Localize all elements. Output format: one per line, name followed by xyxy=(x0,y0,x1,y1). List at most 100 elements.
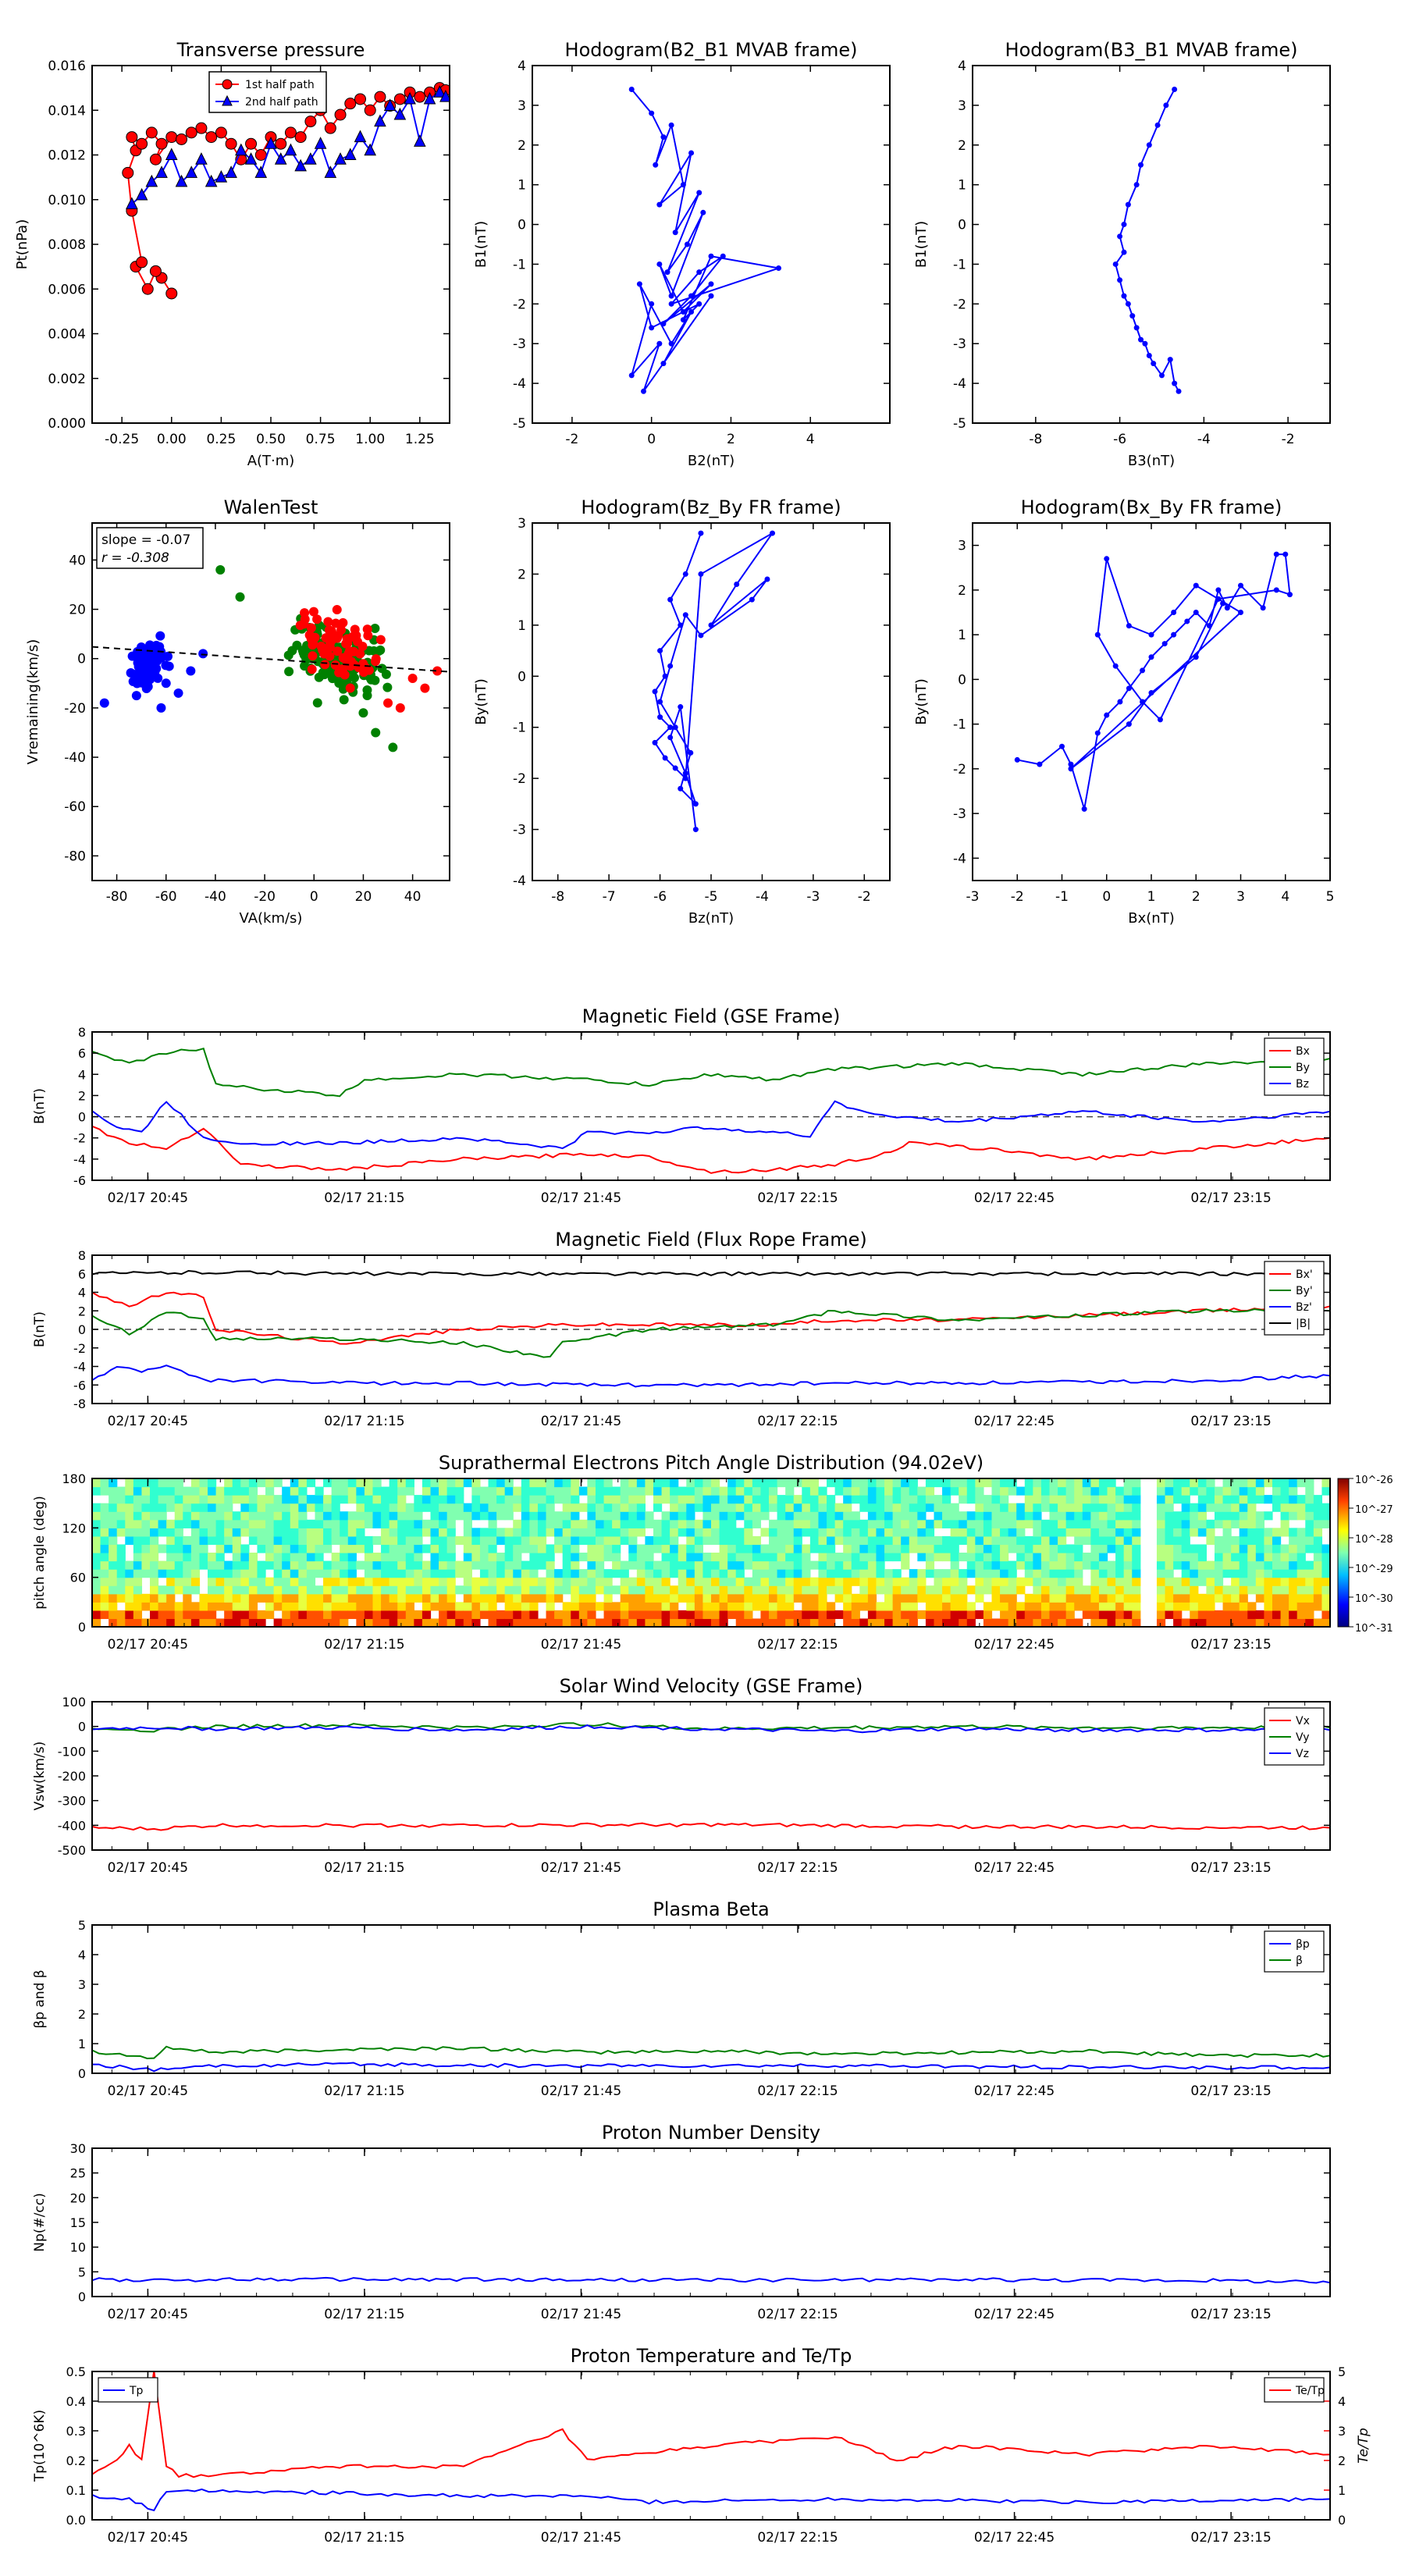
heatmap-cell xyxy=(1264,1495,1273,1504)
heatmap-cell xyxy=(108,1486,118,1496)
heatmap-cell xyxy=(331,1569,340,1578)
heatmap-cell xyxy=(744,1593,753,1603)
heatmap-cell xyxy=(190,1577,201,1586)
heatmap-cell xyxy=(224,1503,233,1512)
heatmap-cell xyxy=(859,1569,869,1578)
heatmap-cell xyxy=(190,1602,201,1611)
heatmap-cell xyxy=(636,1511,646,1521)
heatmap-cell xyxy=(141,1486,151,1496)
heatmap-cell xyxy=(859,1528,869,1537)
heatmap-cell xyxy=(479,1569,489,1578)
heatmap-cell xyxy=(1090,1569,1100,1578)
heatmap-cell xyxy=(735,1495,745,1504)
heatmap-cell xyxy=(174,1569,183,1578)
heatmap-cell xyxy=(273,1569,283,1578)
heatmap-cell xyxy=(1156,1503,1166,1512)
heatmap-cell xyxy=(125,1618,134,1628)
data-point xyxy=(141,283,154,295)
plot-frame xyxy=(972,522,1331,881)
heatmap-cell xyxy=(818,1486,827,1496)
heatmap-cell xyxy=(150,1511,159,1521)
heatmap-cell xyxy=(1190,1478,1199,1488)
heatmap-cell xyxy=(1239,1535,1248,1546)
heatmap-cell xyxy=(265,1528,275,1537)
heatmap-cell xyxy=(587,1495,596,1504)
data-point xyxy=(175,174,188,187)
data-point xyxy=(1121,293,1127,299)
heatmap-cell xyxy=(1033,1602,1042,1611)
heatmap-cell xyxy=(1049,1478,1058,1488)
heatmap-cell xyxy=(141,1511,151,1521)
data-point xyxy=(628,87,635,93)
heatmap-cell xyxy=(827,1503,836,1512)
heatmap-cell xyxy=(793,1569,802,1578)
heatmap-cell xyxy=(381,1495,390,1504)
heatmap-cell xyxy=(364,1610,374,1620)
heatmap-cell xyxy=(686,1618,695,1628)
heatmap-cell xyxy=(521,1495,530,1504)
heatmap-cell xyxy=(802,1593,811,1603)
heatmap-cell xyxy=(612,1610,621,1620)
data-point xyxy=(652,688,658,695)
heatmap-cell xyxy=(347,1535,357,1546)
heatmap-cell xyxy=(488,1585,497,1595)
heatmap-cell xyxy=(851,1618,860,1628)
heatmap-cell xyxy=(843,1503,852,1512)
y-tick-label: -1 xyxy=(513,257,526,272)
heatmap-cell xyxy=(1280,1593,1289,1603)
heatmap-cell xyxy=(653,1519,663,1528)
data-point xyxy=(1215,587,1222,593)
heatmap-cell xyxy=(1247,1486,1257,1496)
heatmap-cell xyxy=(686,1478,695,1488)
heatmap-cell xyxy=(496,1553,506,1562)
heatmap-cell xyxy=(1255,1593,1265,1603)
heatmap-cell xyxy=(735,1486,745,1496)
heatmap-cell xyxy=(504,1560,514,1570)
heatmap-cell xyxy=(793,1610,802,1620)
heatmap-cell xyxy=(1165,1569,1174,1578)
heatmap-cell xyxy=(843,1511,852,1521)
heatmap-cell xyxy=(455,1569,464,1578)
heatmap-cell xyxy=(372,1569,382,1578)
heatmap-cell xyxy=(769,1577,778,1586)
heatmap-cell xyxy=(1255,1585,1265,1595)
heatmap-cell xyxy=(1065,1486,1075,1496)
heatmap-cell xyxy=(405,1511,414,1521)
heatmap-cell xyxy=(711,1553,720,1562)
heatmap-cell xyxy=(1098,1577,1108,1586)
heatmap-cell xyxy=(959,1618,968,1628)
heatmap-cell xyxy=(273,1553,283,1562)
time-tick-label: 02/17 23:15 xyxy=(1190,1860,1271,1876)
y-tick-label: 0 xyxy=(78,1322,86,1337)
heatmap-cell xyxy=(595,1503,605,1512)
heatmap-cell xyxy=(199,1495,208,1504)
heatmap-cell xyxy=(215,1486,225,1496)
heatmap-cell xyxy=(1181,1593,1190,1603)
heatmap-cell xyxy=(1297,1553,1306,1562)
heatmap-cell xyxy=(133,1602,143,1611)
heatmap-cell xyxy=(1222,1560,1232,1570)
heatmap-cell xyxy=(603,1495,613,1504)
heatmap-cell xyxy=(1016,1553,1026,1562)
heatmap-cell xyxy=(1272,1585,1282,1595)
heatmap-cell xyxy=(240,1544,250,1553)
heatmap-cell xyxy=(1049,1560,1058,1570)
x-tick-label: -3 xyxy=(966,889,980,905)
heatmap-cell xyxy=(777,1569,786,1578)
heatmap-cell xyxy=(1098,1486,1108,1496)
heatmap-cell xyxy=(991,1535,1001,1546)
heatmap-cell xyxy=(587,1610,596,1620)
y-tick-label: 180 xyxy=(62,1471,86,1486)
heatmap-cell xyxy=(298,1503,308,1512)
heatmap-cell xyxy=(925,1486,935,1496)
heatmap-cell xyxy=(1098,1511,1108,1521)
heatmap-cell xyxy=(257,1495,266,1504)
heatmap-cell xyxy=(661,1495,670,1504)
heatmap-cell xyxy=(240,1503,250,1512)
heatmap-cell xyxy=(1231,1503,1240,1512)
heatmap-cell xyxy=(430,1519,439,1528)
data-point xyxy=(1148,632,1154,638)
heatmap-cell xyxy=(595,1618,605,1628)
data-point xyxy=(708,622,714,628)
heatmap-cell xyxy=(405,1503,414,1512)
